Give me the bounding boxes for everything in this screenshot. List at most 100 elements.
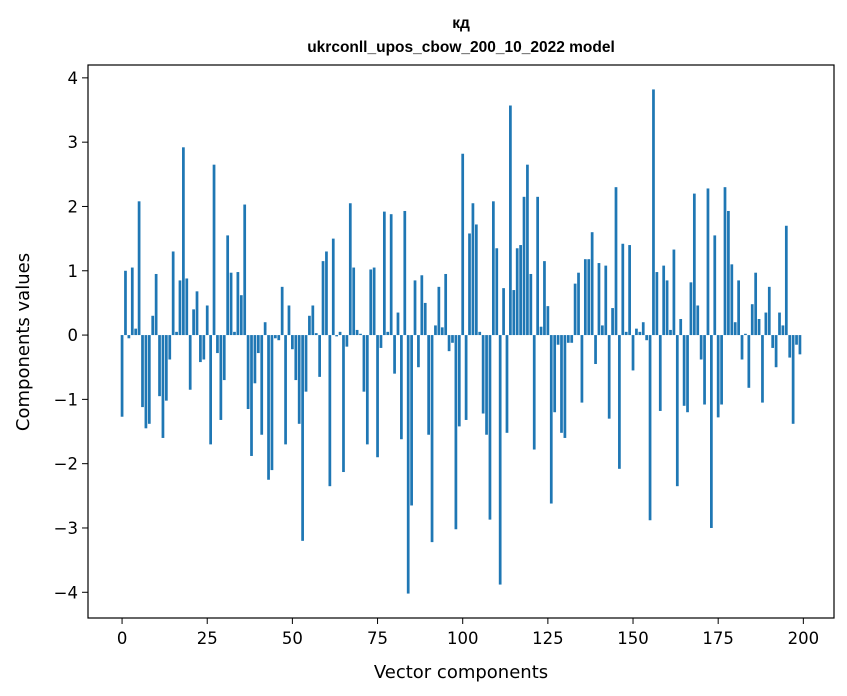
bar: [205, 305, 209, 336]
bar: [236, 272, 240, 336]
bar: [631, 335, 635, 371]
bar: [682, 335, 686, 406]
bar: [723, 187, 727, 336]
bar: [338, 331, 342, 336]
bar: [382, 211, 386, 336]
bar: [447, 335, 451, 352]
bar: [137, 201, 141, 336]
bar: [427, 335, 431, 435]
bar: [420, 275, 424, 336]
bar: [130, 267, 134, 336]
bar: [471, 203, 475, 336]
bar: [795, 335, 798, 345]
bar: [686, 335, 689, 413]
bar: [580, 335, 584, 403]
bar: [328, 335, 332, 487]
x-tick-label: 75: [367, 629, 388, 648]
bar: [175, 331, 178, 336]
bar: [706, 188, 710, 336]
bar: [461, 153, 465, 336]
bar: [495, 248, 499, 336]
bar: [737, 280, 740, 336]
bar: [549, 335, 553, 504]
bar: [158, 335, 161, 397]
bar: [243, 204, 247, 336]
bar: [597, 263, 601, 336]
bar: [590, 232, 594, 336]
bar: [318, 335, 321, 377]
bar: [512, 290, 516, 336]
bar: [120, 335, 124, 417]
bar: [757, 318, 761, 336]
bar: [226, 235, 230, 336]
bar: [342, 335, 345, 473]
bar: [566, 335, 570, 343]
bar: [141, 335, 144, 408]
bar: [474, 224, 478, 336]
bar: [679, 318, 683, 336]
bar: [587, 259, 591, 336]
bar: [267, 335, 270, 480]
bar: [280, 286, 284, 336]
bar: [720, 335, 723, 405]
bar: [284, 335, 287, 445]
y-tick-label: 3: [68, 133, 79, 152]
y-tick-label: 2: [68, 197, 79, 216]
bar: [556, 335, 560, 345]
bar: [182, 147, 185, 336]
bar: [767, 286, 771, 336]
bar: [430, 335, 434, 543]
bar: [672, 249, 676, 336]
bar: [440, 327, 444, 336]
x-tick-label: 175: [702, 629, 734, 648]
bar: [301, 335, 304, 541]
bar: [546, 306, 550, 336]
x-tick-label: 0: [117, 629, 128, 648]
bar: [699, 335, 703, 360]
bar: [750, 304, 754, 336]
bar: [246, 335, 250, 410]
bar: [393, 335, 396, 374]
bar: [308, 315, 311, 336]
bar: [573, 283, 577, 336]
bar: [212, 164, 216, 336]
bar: [577, 272, 580, 336]
bar: [178, 280, 182, 336]
bar: [628, 245, 631, 336]
bar: [488, 335, 492, 520]
bar: [345, 335, 349, 347]
bar: [607, 335, 611, 419]
bar: [260, 335, 264, 435]
bar: [277, 335, 281, 341]
bar: [423, 302, 427, 336]
bar: [464, 335, 468, 420]
x-tick-label: 100: [447, 629, 479, 648]
bar: [710, 335, 713, 528]
bar: [645, 335, 649, 341]
bar: [199, 335, 202, 363]
bar: [365, 335, 369, 445]
bar: [798, 335, 802, 355]
bar: [478, 331, 482, 336]
bar: [335, 335, 339, 337]
bar: [250, 335, 253, 456]
bar: [730, 264, 734, 336]
bar: [171, 251, 175, 336]
bar: [652, 89, 655, 336]
bar: [641, 322, 645, 336]
bar: [515, 248, 519, 336]
bar: [703, 335, 706, 405]
bar: [314, 333, 318, 336]
x-axis-label: Vector components: [374, 662, 548, 683]
bar: [352, 267, 356, 336]
bar: [263, 322, 267, 336]
y-axis-ticks: −4 −3 −2 −1 0 1 2 3 4: [54, 69, 88, 602]
plot-area: [88, 65, 834, 618]
bar: [164, 335, 168, 401]
bar: [716, 335, 720, 418]
bar: [532, 335, 536, 450]
bar: [362, 335, 366, 392]
bar: [658, 335, 662, 411]
bar: [771, 335, 775, 348]
